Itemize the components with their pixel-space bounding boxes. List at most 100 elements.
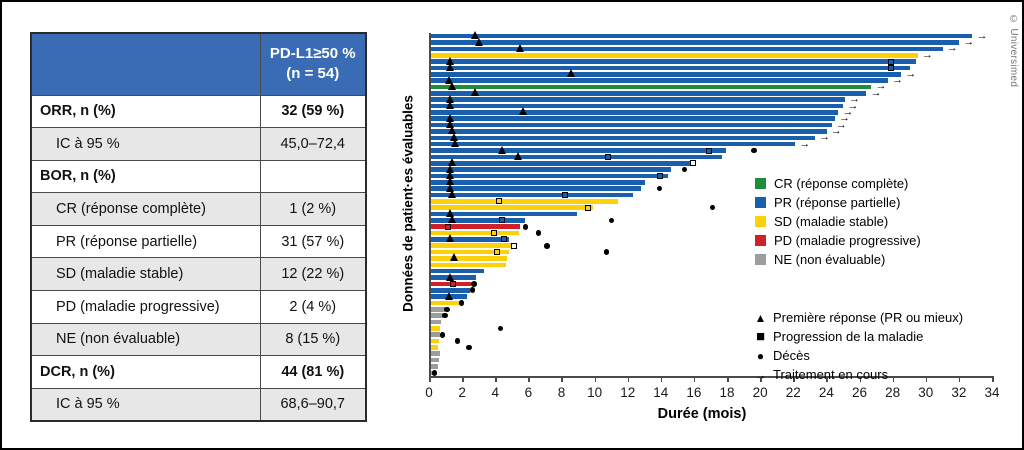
death-dot-marker bbox=[544, 242, 550, 249]
x-axis-tick-label: 28 bbox=[885, 385, 901, 400]
swimmer-bar-pr bbox=[431, 167, 672, 172]
swimmer-bar-sd bbox=[431, 230, 519, 236]
legend-marker-item: ▲ Première réponse (PR ou mieux) bbox=[753, 308, 963, 327]
ongoing-treatment-arrow-marker: → bbox=[892, 74, 904, 87]
swimmer-bar-ne bbox=[431, 351, 441, 357]
swimmer-bar-pr bbox=[431, 78, 889, 83]
first-response-triangle-marker bbox=[446, 120, 455, 129]
row-value: 32 (59 %) bbox=[259, 94, 367, 129]
swimmer-bar-pr bbox=[431, 129, 827, 134]
results-table-body: ORR, n (%) 32 (59 %) IC à 95 % 45,0–72,4 BOR… bbox=[30, 94, 367, 422]
table-row: NE (non évaluable) 8 (15 %) bbox=[30, 322, 367, 357]
first-response-triangle-marker bbox=[448, 158, 457, 167]
x-axis-tick-label: 16 bbox=[686, 385, 702, 400]
swimmer-bar-cr bbox=[431, 84, 872, 90]
swimmer-bar-ne bbox=[431, 319, 441, 325]
table-header-row: PD-L1≥50 % (n = 54) bbox=[30, 32, 367, 96]
progression-square-marker bbox=[888, 64, 895, 71]
swimmer-bar-sd bbox=[431, 205, 594, 210]
swimmer-bar-pr bbox=[431, 71, 902, 77]
death-dot-marker bbox=[608, 217, 615, 224]
x-axis-tick bbox=[528, 376, 530, 382]
x-axis-tick bbox=[693, 376, 696, 382]
death-dot-marker bbox=[469, 287, 476, 294]
x-axis-tick-label: 10 bbox=[587, 385, 603, 400]
progression-square-marker bbox=[449, 280, 456, 287]
ongoing-treatment-arrow-marker: → bbox=[848, 93, 860, 106]
swimmer-bar-sd bbox=[431, 199, 619, 204]
legend-response-status: CR (réponse complète) PR (réponse partiel… bbox=[755, 174, 921, 269]
death-dot-marker bbox=[751, 147, 757, 154]
ongoing-treatment-arrow-marker: → bbox=[835, 118, 847, 131]
first-response-triangle-marker bbox=[519, 107, 528, 116]
first-response-triangle-marker bbox=[448, 81, 457, 90]
ongoing-treatment-arrow-marker: → bbox=[976, 29, 988, 42]
x-axis-tick-label: 18 bbox=[719, 385, 735, 400]
table-row: BOR, n (%) bbox=[30, 159, 367, 194]
marker-symbol-icon: → bbox=[754, 367, 767, 382]
swimmer-plot-area: → → → → → → → → → → → → → → → → bbox=[429, 29, 994, 378]
first-response-triangle-marker bbox=[446, 170, 455, 179]
progression-square-marker bbox=[706, 147, 713, 154]
legend-label: SD (maladie stable) bbox=[774, 214, 889, 229]
swimmer-bar-sd bbox=[431, 262, 506, 268]
copyright-text: © Universimed bbox=[1008, 14, 1019, 88]
death-dot-marker bbox=[443, 306, 450, 313]
row-label: BOR, n (%) bbox=[30, 159, 261, 194]
swimmer-bar-pr bbox=[431, 179, 645, 185]
swimmer-bar-pr bbox=[431, 192, 634, 198]
swimmer-bar-pr bbox=[431, 116, 836, 122]
swimmer-bar-ne bbox=[431, 357, 440, 363]
legend-label: Décès bbox=[773, 348, 810, 363]
x-axis-tick bbox=[892, 376, 895, 382]
swimmer-bar-pd bbox=[431, 281, 471, 287]
x-axis-tick bbox=[594, 376, 597, 382]
x-axis-tick bbox=[958, 376, 961, 382]
swimmer-bar-pr bbox=[431, 59, 917, 64]
ongoing-treatment-arrow-marker: → bbox=[839, 112, 851, 125]
row-label: SD (maladie stable) bbox=[30, 257, 261, 292]
row-value: 31 (57 %) bbox=[259, 224, 367, 259]
death-dot-marker bbox=[431, 370, 438, 376]
swimmer-bar-pr bbox=[431, 160, 696, 166]
progression-square-marker bbox=[510, 242, 517, 249]
legend-item-sd: SD (maladie stable) bbox=[755, 212, 921, 231]
first-response-triangle-marker bbox=[567, 69, 576, 78]
x-axis-tick-label: 8 bbox=[557, 385, 566, 400]
progression-square-marker bbox=[562, 191, 569, 198]
legend-marker-item: ● Décès bbox=[753, 346, 963, 365]
first-response-triangle-marker bbox=[446, 183, 455, 192]
marker-symbol-icon: ● bbox=[756, 348, 765, 363]
table-row: IC à 95 % 45,0–72,4 bbox=[30, 127, 367, 161]
x-axis-tick bbox=[826, 376, 828, 382]
ongoing-treatment-arrow-marker: → bbox=[921, 48, 933, 61]
swimmer-bar-pr bbox=[431, 148, 726, 153]
sd-color-swatch-icon bbox=[755, 216, 766, 227]
cr-color-swatch-icon bbox=[755, 178, 766, 189]
swimmer-bar-ne bbox=[431, 332, 441, 337]
x-axis-tick-label: 34 bbox=[984, 385, 1000, 400]
swimmer-bar-sd bbox=[431, 256, 508, 261]
progression-square-marker bbox=[494, 249, 501, 256]
legend-label: Première réponse (PR ou mieux) bbox=[773, 310, 964, 325]
swimmer-bar-pr bbox=[431, 237, 509, 242]
first-response-triangle-marker bbox=[448, 126, 457, 135]
death-dot-marker bbox=[442, 312, 448, 319]
swimmer-bar-pd bbox=[431, 224, 521, 230]
ongoing-treatment-arrow-marker: → bbox=[875, 80, 887, 93]
swimmer-bar-pr bbox=[431, 287, 470, 293]
first-response-triangle-marker bbox=[448, 215, 457, 224]
first-response-triangle-marker bbox=[446, 164, 455, 173]
table-header-pdl1: PD-L1≥50 % (n = 54) bbox=[259, 32, 367, 96]
row-value bbox=[259, 159, 367, 194]
swimmer-bar-pr bbox=[431, 186, 642, 191]
swimmer-bar-sd bbox=[431, 338, 440, 344]
x-axis-tick-label: 32 bbox=[951, 385, 967, 400]
progression-square-marker bbox=[689, 160, 696, 167]
first-response-triangle-marker bbox=[446, 94, 455, 103]
ongoing-treatment-arrow-marker: → bbox=[946, 42, 958, 55]
row-value: 45,0–72,4 bbox=[259, 127, 367, 161]
death-dot-marker bbox=[709, 204, 716, 211]
first-response-triangle-marker bbox=[446, 272, 455, 281]
